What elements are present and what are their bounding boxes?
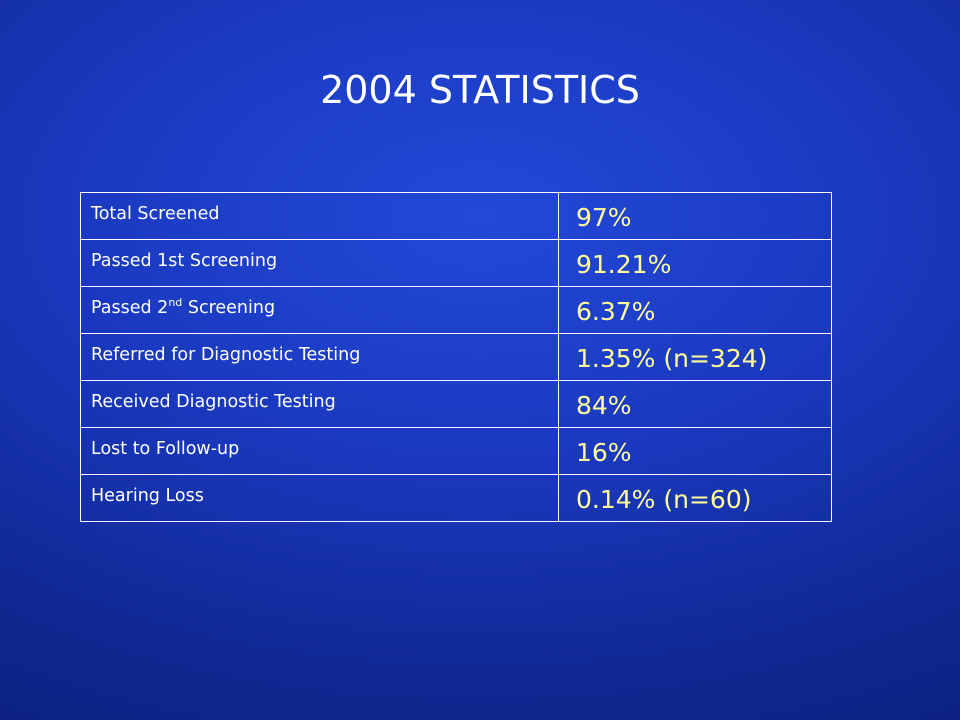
row-value: 91.21% [558, 239, 832, 287]
statistics-table: Total Screened 97% Passed 1st Screening … [80, 192, 832, 522]
row-label: Received Diagnostic Testing [80, 380, 559, 428]
table-row-passed-1st-screening: Passed 1st Screening 91.21% [80, 239, 832, 287]
table-row-received-diagnostic: Received Diagnostic Testing 84% [80, 380, 832, 428]
row-value: 0.14% (n=60) [558, 474, 832, 522]
row-label: Referred for Diagnostic Testing [80, 333, 559, 381]
row-label: Total Screened [80, 192, 559, 240]
row-label: Lost to Follow-up [80, 427, 559, 475]
table-row-total-screened: Total Screened 97% [80, 192, 832, 240]
row-label: Hearing Loss [80, 474, 559, 522]
table-row-referred-diagnostic: Referred for Diagnostic Testing 1.35% (n… [80, 333, 832, 381]
row-label: Passed 1st Screening [80, 239, 559, 287]
row-value: 97% [558, 192, 832, 240]
row-value: 84% [558, 380, 832, 428]
row-label-text-suffix: Screening [182, 298, 276, 318]
slide-title: 2004 STATISTICS [320, 68, 640, 112]
row-value: 16% [558, 427, 832, 475]
row-value: 6.37% [558, 286, 832, 334]
row-label-text: Passed 2 [91, 298, 169, 318]
ordinal-superscript: nd [168, 296, 183, 309]
table-row-hearing-loss: Hearing Loss 0.14% (n=60) [80, 474, 832, 522]
row-value: 1.35% (n=324) [558, 333, 832, 381]
row-label: Passed 2nd Screening [80, 286, 559, 334]
table-row-passed-2nd-screening: Passed 2nd Screening 6.37% [80, 286, 832, 334]
table-row-lost-to-follow-up: Lost to Follow-up 16% [80, 427, 832, 475]
